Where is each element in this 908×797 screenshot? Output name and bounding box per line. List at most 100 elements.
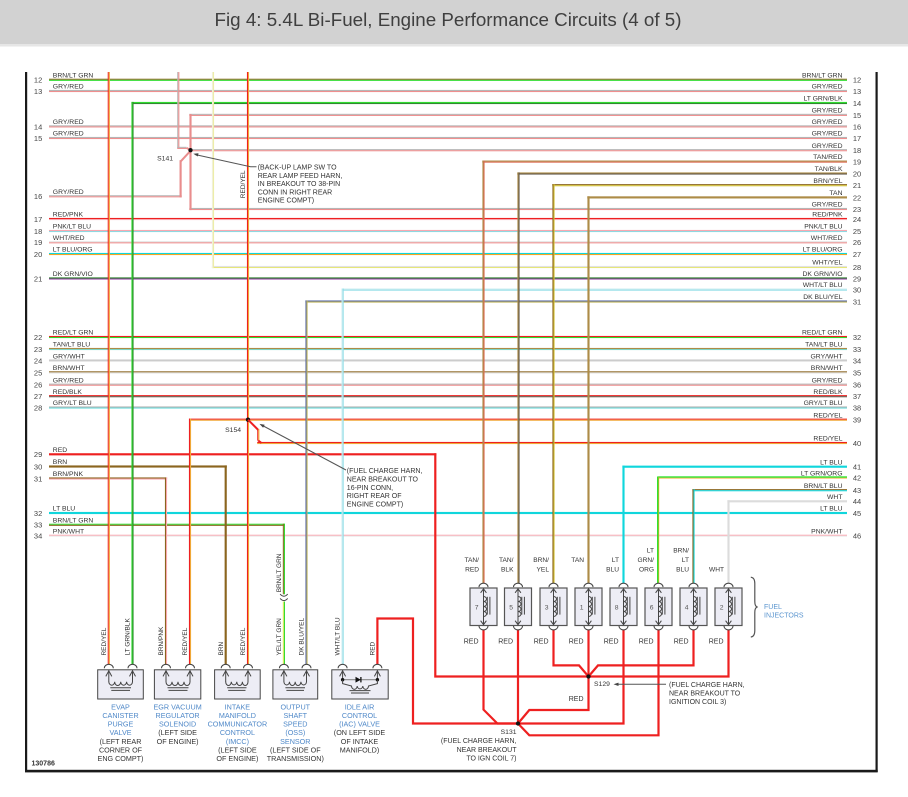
- svg-text:28: 28: [34, 403, 42, 412]
- svg-text:26: 26: [34, 381, 42, 390]
- svg-text:GRY/RED: GRY/RED: [812, 143, 843, 150]
- svg-text:GRY/RED: GRY/RED: [53, 189, 84, 196]
- svg-text:(FUEL CHARGE HARN,: (FUEL CHARGE HARN,: [441, 738, 517, 745]
- svg-text:33: 33: [34, 521, 42, 530]
- svg-text:S131: S131: [501, 729, 517, 736]
- svg-text:LT: LT: [647, 548, 654, 555]
- svg-text:NEAR BREAKOUT: NEAR BREAKOUT: [457, 747, 518, 754]
- svg-text:SHAFT: SHAFT: [284, 711, 308, 720]
- svg-text:24: 24: [853, 215, 861, 224]
- svg-text:16-PIN CONN,: 16-PIN CONN,: [347, 485, 393, 492]
- svg-text:25: 25: [34, 368, 42, 377]
- svg-text:LT: LT: [682, 557, 689, 564]
- svg-text:34: 34: [34, 532, 42, 541]
- svg-text:(IMCC): (IMCC): [226, 737, 249, 746]
- svg-text:TAN/BLK: TAN/BLK: [815, 166, 843, 173]
- svg-text:15: 15: [853, 111, 861, 120]
- svg-text:BRN/LT GRN: BRN/LT GRN: [802, 72, 843, 79]
- svg-text:RED: RED: [465, 566, 479, 573]
- svg-text:RED/PNK: RED/PNK: [812, 212, 843, 219]
- svg-text:SPEED: SPEED: [283, 720, 307, 729]
- svg-text:20: 20: [34, 250, 42, 259]
- svg-text:45: 45: [853, 509, 861, 518]
- svg-text:32: 32: [853, 333, 861, 342]
- svg-text:BLU: BLU: [606, 566, 619, 573]
- svg-text:35: 35: [853, 368, 861, 377]
- svg-text:LT BLU/ORG: LT BLU/ORG: [803, 247, 843, 254]
- svg-text:CONN IN RIGHT REAR: CONN IN RIGHT REAR: [258, 189, 333, 196]
- svg-text:7: 7: [475, 604, 479, 611]
- svg-text:1: 1: [580, 604, 584, 611]
- svg-text:6: 6: [650, 604, 654, 611]
- svg-text:SOLENOID: SOLENOID: [159, 720, 196, 729]
- svg-text:RED: RED: [604, 639, 619, 646]
- svg-text:BRN/LT BLU: BRN/LT BLU: [804, 483, 843, 490]
- svg-text:(BACK-UP LAMP SW TO: (BACK-UP LAMP SW TO: [258, 165, 337, 172]
- svg-text:S141: S141: [157, 156, 173, 163]
- svg-text:29: 29: [34, 450, 42, 459]
- svg-text:FUEL: FUEL: [764, 604, 782, 611]
- svg-text:TAN/LT BLU: TAN/LT BLU: [805, 342, 842, 349]
- svg-text:WHT/LT BLU: WHT/LT BLU: [803, 282, 843, 289]
- svg-text:NEAR BREAKOUT TO: NEAR BREAKOUT TO: [669, 691, 741, 698]
- svg-text:5: 5: [509, 604, 513, 611]
- svg-text:BLK: BLK: [501, 566, 514, 573]
- svg-text:GRY/RED: GRY/RED: [53, 84, 84, 91]
- svg-text:YEL: YEL: [537, 566, 550, 573]
- svg-text:RED/PNK: RED/PNK: [53, 212, 84, 219]
- svg-text:RED: RED: [534, 639, 549, 646]
- svg-text:RED: RED: [674, 639, 689, 646]
- svg-text:22: 22: [853, 193, 861, 202]
- svg-text:33: 33: [853, 345, 861, 354]
- svg-text:24: 24: [34, 357, 42, 366]
- svg-text:Fig 4: 5.4L Bi-Fuel, Engine Pe: Fig 4: 5.4L Bi-Fuel, Engine Performance …: [215, 9, 682, 30]
- svg-text:(FUEL CHARGE HARN,: (FUEL CHARGE HARN,: [347, 468, 423, 475]
- svg-text:BLU: BLU: [676, 566, 689, 573]
- svg-text:130786: 130786: [32, 761, 55, 768]
- svg-text:RED/BLK: RED/BLK: [813, 389, 843, 396]
- svg-text:RED: RED: [464, 639, 479, 646]
- svg-text:DK BLU/YEL: DK BLU/YEL: [803, 294, 843, 301]
- svg-text:DK GRN/VIO: DK GRN/VIO: [53, 271, 93, 278]
- svg-text:8: 8: [615, 604, 619, 611]
- svg-text:RED: RED: [53, 447, 67, 454]
- svg-text:MANIFOLD: MANIFOLD: [219, 711, 256, 720]
- svg-text:27: 27: [853, 250, 861, 259]
- svg-text:46: 46: [853, 532, 861, 541]
- svg-text:(ON LEFT SIDE: (ON LEFT SIDE: [334, 728, 386, 737]
- svg-text:(FUEL CHARGE HARN,: (FUEL CHARGE HARN,: [669, 682, 745, 689]
- svg-text:22: 22: [34, 333, 42, 342]
- svg-text:(OSS): (OSS): [285, 728, 305, 737]
- svg-text:13: 13: [34, 87, 42, 96]
- svg-text:PNK/WHT: PNK/WHT: [53, 528, 84, 535]
- svg-text:CONTROL: CONTROL: [342, 711, 377, 720]
- svg-text:GRY/WHT: GRY/WHT: [53, 353, 85, 360]
- svg-text:BRN/YEL: BRN/YEL: [813, 178, 842, 185]
- svg-text:IGNITION COIL 3): IGNITION COIL 3): [669, 699, 726, 706]
- svg-text:LT: LT: [612, 557, 619, 564]
- svg-text:3: 3: [545, 604, 549, 611]
- svg-text:21: 21: [34, 274, 42, 283]
- svg-text:DK BLU/YEL: DK BLU/YEL: [299, 618, 306, 656]
- svg-text:PNK/LT BLU: PNK/LT BLU: [804, 224, 842, 231]
- svg-text:RIGHT REAR OF: RIGHT REAR OF: [347, 493, 402, 500]
- svg-text:BRN/PNK: BRN/PNK: [158, 626, 165, 656]
- svg-text:BRN/: BRN/: [533, 557, 549, 564]
- svg-text:LT BLU: LT BLU: [53, 506, 76, 513]
- svg-text:OF ENGINE): OF ENGINE): [157, 737, 199, 746]
- svg-text:12: 12: [853, 76, 861, 85]
- svg-text:BRN/PNK: BRN/PNK: [53, 471, 84, 478]
- svg-text:42: 42: [853, 474, 861, 483]
- svg-text:GRY/RED: GRY/RED: [812, 377, 843, 384]
- svg-text:PURGE: PURGE: [108, 720, 134, 729]
- svg-text:12: 12: [34, 76, 42, 85]
- svg-text:ENGINE COMPT): ENGINE COMPT): [347, 502, 403, 509]
- svg-text:CONTROL: CONTROL: [220, 728, 255, 737]
- svg-text:GRY/RED: GRY/RED: [812, 119, 843, 126]
- svg-text:17: 17: [853, 134, 861, 143]
- svg-text:31: 31: [853, 297, 861, 306]
- svg-text:GRY/RED: GRY/RED: [53, 377, 84, 384]
- svg-text:26: 26: [853, 238, 861, 247]
- svg-text:LT BLU/ORG: LT BLU/ORG: [53, 247, 93, 254]
- svg-text:15: 15: [34, 134, 42, 143]
